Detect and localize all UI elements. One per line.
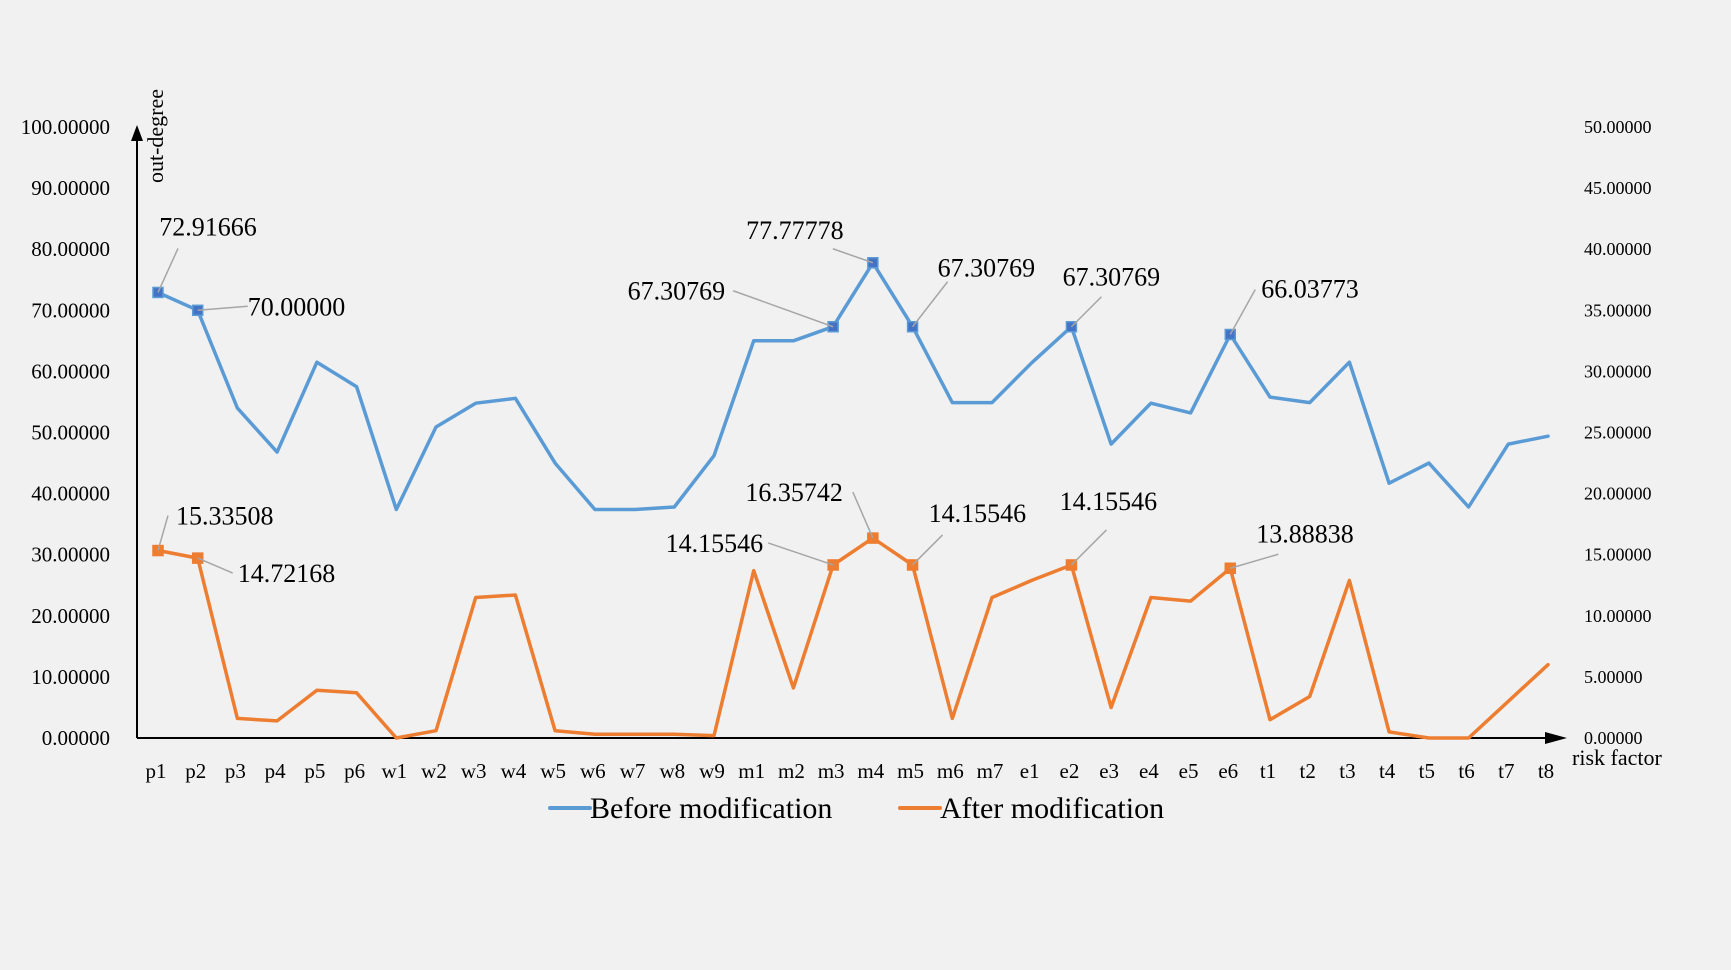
x-tick-label: p5 — [304, 759, 325, 783]
data-label: 14.15546 — [1060, 487, 1158, 516]
data-label: 14.15546 — [666, 529, 764, 558]
y2-tick-label: 35.00000 — [1584, 300, 1652, 320]
y2-tick-label: 30.00000 — [1584, 361, 1652, 381]
y-tick-label: 90.00000 — [31, 176, 110, 200]
x-tick-label: w4 — [501, 759, 527, 783]
y-tick-label: 100.00000 — [21, 115, 110, 139]
y-tick-label: 80.00000 — [31, 237, 110, 261]
data-label: 14.72168 — [238, 559, 336, 588]
x-tick-label: t4 — [1379, 759, 1396, 783]
series-line-0 — [156, 261, 1550, 512]
x-tick-label: p4 — [265, 759, 287, 783]
x-axis-title: risk factor — [1572, 745, 1662, 770]
x-tick-label: m1 — [738, 759, 765, 783]
y-tick-label: 40.00000 — [31, 482, 110, 506]
annotation-leader — [912, 534, 944, 566]
annotation-leader — [911, 281, 949, 328]
legend-label-1: After modification — [940, 792, 1164, 825]
x-tick-label: t5 — [1419, 759, 1435, 783]
x-tick-label: e2 — [1060, 759, 1080, 783]
y-tick-label: 60.00000 — [31, 359, 110, 383]
x-tick-label: w1 — [381, 759, 407, 783]
y2-tick-label: 45.00000 — [1584, 178, 1652, 198]
data-label: 14.15546 — [929, 499, 1027, 528]
x-tick-label: e1 — [1020, 759, 1040, 783]
data-label: 67.30769 — [938, 254, 1036, 283]
data-label: 72.91666 — [159, 212, 257, 241]
data-label: 77.77778 — [746, 216, 844, 245]
x-tick-label: t2 — [1300, 759, 1316, 783]
x-tick-label: m3 — [818, 759, 845, 783]
data-label: 13.88838 — [1256, 519, 1354, 548]
x-tick-label: m2 — [778, 759, 805, 783]
y2-tick-label: 50.00000 — [1584, 117, 1652, 137]
y-tick-label: 20.00000 — [31, 604, 110, 628]
data-label: 70.00000 — [248, 292, 346, 321]
x-tick-label: p2 — [185, 759, 206, 783]
data-label: 16.35742 — [745, 478, 843, 507]
x-tick-label: p1 — [146, 759, 167, 783]
x-tick-label: t7 — [1498, 759, 1514, 783]
y2-tick-label: 40.00000 — [1584, 239, 1652, 259]
x-tick-label: m4 — [857, 759, 884, 783]
x-tick-label: t1 — [1260, 759, 1276, 783]
legend-label-0: Before modification — [590, 792, 832, 825]
y-tick-label: 30.00000 — [31, 543, 110, 567]
annotation-leader — [832, 248, 874, 264]
y-tick-label: 0.00000 — [42, 726, 110, 750]
y2-tick-label: 25.00000 — [1584, 423, 1652, 443]
y2-tick-label: 0.00000 — [1584, 728, 1643, 748]
y2-tick-label: 20.00000 — [1584, 484, 1652, 504]
y2-tick-label: 5.00000 — [1584, 667, 1643, 687]
x-tick-label: m5 — [897, 759, 924, 783]
y-tick-label: 70.00000 — [31, 298, 110, 322]
x-tick-label: m7 — [977, 759, 1004, 783]
annotation-leader — [1230, 553, 1279, 569]
x-tick-label: t8 — [1538, 759, 1554, 783]
data-label: 67.30769 — [628, 277, 726, 306]
y2-tick-label: 15.00000 — [1584, 545, 1652, 565]
x-axis-arrow — [1545, 732, 1567, 744]
x-tick-label: e6 — [1218, 759, 1238, 783]
x-tick-label: w8 — [659, 759, 685, 783]
x-tick-label: w7 — [620, 759, 646, 783]
data-label: 67.30769 — [1063, 263, 1161, 292]
x-tick-label: e5 — [1179, 759, 1199, 783]
x-tick-label: w2 — [421, 759, 447, 783]
y-axis-arrow — [131, 125, 143, 141]
x-tick-label: t3 — [1339, 759, 1355, 783]
y-tick-label: 10.00000 — [31, 665, 110, 689]
data-label: 15.33508 — [176, 502, 274, 531]
x-tick-label: t6 — [1458, 759, 1474, 783]
annotation-leader — [157, 248, 179, 293]
x-tick-label: p3 — [225, 759, 246, 783]
annotation-leader — [767, 542, 834, 566]
x-tick-label: e3 — [1099, 759, 1119, 783]
annotation-leader — [852, 491, 874, 539]
x-tick-label: w5 — [540, 759, 566, 783]
data-label: 66.03773 — [1261, 274, 1359, 303]
x-tick-label: e4 — [1139, 759, 1159, 783]
y-axis-title: out-degree — [143, 89, 168, 183]
annotation-leader — [157, 515, 169, 551]
annotation-leader — [732, 290, 834, 328]
y2-tick-label: 10.00000 — [1584, 606, 1652, 626]
x-tick-label: m6 — [937, 759, 964, 783]
annotation-leader — [197, 557, 234, 574]
series-line-1 — [156, 536, 1550, 740]
annotation-leader — [1070, 296, 1102, 328]
x-tick-label: w9 — [699, 759, 725, 783]
annotation-leader — [197, 305, 248, 312]
annotation-leader — [1229, 289, 1256, 335]
x-tick-label: w6 — [580, 759, 606, 783]
y-tick-label: 50.00000 — [31, 421, 110, 445]
annotation-leader — [1070, 529, 1107, 566]
x-tick-label: p6 — [344, 759, 365, 783]
x-tick-label: w3 — [461, 759, 487, 783]
